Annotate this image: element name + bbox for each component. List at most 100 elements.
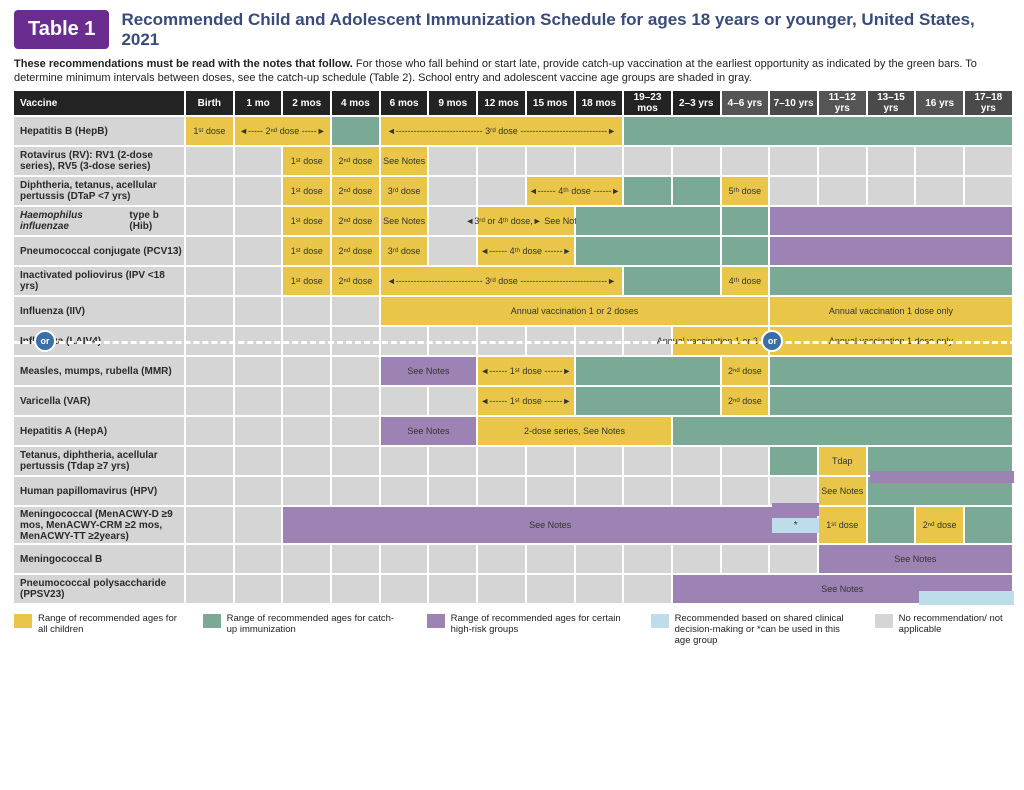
schedule-cell <box>624 177 673 205</box>
vaccine-row: Inactivated poliovirus (IPV <18 yrs)1ˢᵗ … <box>14 267 1010 297</box>
schedule-cell <box>576 387 722 415</box>
schedule-cell <box>283 545 332 573</box>
schedule-cell <box>673 147 722 175</box>
schedule-cell: 2ⁿᵈ dose <box>722 387 771 415</box>
schedule-cell <box>381 575 430 603</box>
immunization-schedule-table: VaccineBirth1 mo2 mos4 mos6 mos9 mos12 m… <box>14 91 1010 605</box>
schedule-cell <box>235 545 284 573</box>
schedule-cell: 1ˢᵗ dose <box>283 237 332 265</box>
legend-swatch <box>427 614 445 628</box>
schedule-cell <box>673 477 722 505</box>
schedule-cell: 2ⁿᵈ dose <box>332 267 381 295</box>
schedule-cell: 2-dose series, See Notes <box>478 417 673 445</box>
schedule-cell <box>235 447 284 475</box>
schedule-cell <box>235 147 284 175</box>
vaccine-label: Influenza (IIV) <box>14 297 186 325</box>
schedule-cell <box>332 477 381 505</box>
schedule-cell <box>478 575 527 603</box>
schedule-cell: See Notes <box>381 357 478 385</box>
schedule-cell <box>673 417 1014 445</box>
schedule-cell <box>770 177 819 205</box>
schedule-cell <box>429 387 478 415</box>
vaccine-row: Pneumococcal conjugate (PCV13)1ˢᵗ dose2ⁿ… <box>14 237 1010 267</box>
schedule-cell <box>332 117 381 145</box>
column-header: 13–15 yrs <box>868 91 917 115</box>
schedule-cell <box>235 237 284 265</box>
column-header: 4 mos <box>332 91 381 115</box>
schedule-cell <box>332 447 381 475</box>
schedule-cell: 2ⁿᵈ dose <box>332 147 381 175</box>
schedule-cell <box>332 297 381 325</box>
intro-text: These recommendations must be read with … <box>14 57 1010 86</box>
legend-item: Range of recommended ages for certain hi… <box>427 613 627 646</box>
schedule-cell <box>819 177 868 205</box>
schedule-cell <box>381 447 430 475</box>
schedule-cell: 4ᵗʰ dose <box>722 267 771 295</box>
vaccine-label: Meningococcal (MenACWY-D ≥9 mos, MenACWY… <box>14 507 186 543</box>
vaccine-row: Tetanus, diphtheria, acellular pertussis… <box>14 447 1010 477</box>
schedule-cell <box>624 147 673 175</box>
schedule-cell: 2ⁿᵈ dose <box>332 177 381 205</box>
vaccine-label: Hepatitis B (HepB) <box>14 117 186 145</box>
vaccine-label: Inactivated poliovirus (IPV <18 yrs) <box>14 267 186 295</box>
schedule-cell <box>429 447 478 475</box>
schedule-cell <box>235 477 284 505</box>
schedule-cell: ◄----------------------------- 3ʳᵈ dose … <box>381 267 624 295</box>
vaccine-row: Rotavirus (RV): RV1 (2-dose series), RV5… <box>14 147 1010 177</box>
schedule-cell <box>965 507 1014 543</box>
schedule-cell <box>186 575 235 603</box>
column-header: 7–10 yrs <box>770 91 819 115</box>
schedule-cell: 5ᵗʰ dose <box>722 177 771 205</box>
vaccine-label: Haemophilus influenzae type b (Hib) <box>14 207 186 235</box>
schedule-cell <box>186 147 235 175</box>
column-header: 1 mo <box>235 91 284 115</box>
schedule-cell <box>722 207 771 235</box>
column-header: 9 mos <box>429 91 478 115</box>
vaccine-row: Varicella (VAR)◄------ 1ˢᵗ dose ------►2… <box>14 387 1010 417</box>
legend-label: Recommended based on shared clinical dec… <box>675 613 851 646</box>
column-header: 6 mos <box>381 91 430 115</box>
schedule-cell <box>527 447 576 475</box>
vaccine-row: Hepatitis B (HepB)1ˢᵗ dose◄----- 2ⁿᵈ dos… <box>14 117 1010 147</box>
schedule-cell <box>527 575 576 603</box>
schedule-cell <box>186 417 235 445</box>
schedule-cell <box>186 545 235 573</box>
schedule-cell <box>186 207 235 235</box>
schedule-cell <box>235 507 284 543</box>
schedule-cell <box>673 447 722 475</box>
schedule-cell <box>722 477 771 505</box>
schedule-cell <box>235 357 284 385</box>
schedule-cell <box>527 147 576 175</box>
vaccine-row: Hepatitis A (HepA)See Notes2-dose series… <box>14 417 1010 447</box>
column-header: Vaccine <box>14 91 186 115</box>
schedule-cell <box>576 147 625 175</box>
vaccine-label: Pneumococcal polysaccharide (PPSV23) <box>14 575 186 603</box>
schedule-cell <box>381 545 430 573</box>
schedule-cell <box>283 477 332 505</box>
schedule-cell <box>283 417 332 445</box>
column-header: 18 mos <box>576 91 625 115</box>
hpv-purple-overlay <box>772 503 819 516</box>
schedule-cell: See Notes <box>819 545 1014 573</box>
schedule-cell <box>770 447 819 475</box>
schedule-cell: ◄------ 4ᵗʰ dose ------► <box>478 237 575 265</box>
schedule-cell <box>770 237 1013 265</box>
legend-label: Range of recommended ages for catch-up i… <box>227 613 403 635</box>
schedule-cell: ◄------ 4ᵗʰ dose ------► <box>527 177 624 205</box>
schedule-cell <box>429 177 478 205</box>
schedule-cell <box>235 387 284 415</box>
schedule-cell <box>722 147 771 175</box>
table-badge: Table 1 <box>14 10 109 49</box>
schedule-cell: ◄------ 1ˢᵗ dose ------► <box>478 357 575 385</box>
schedule-cell <box>186 237 235 265</box>
schedule-cell <box>673 545 722 573</box>
schedule-cell: 2ⁿᵈ dose <box>916 507 965 543</box>
legend-label: No recommendation/ not applicable <box>899 613 1010 635</box>
schedule-cell <box>576 477 625 505</box>
schedule-cell <box>868 147 917 175</box>
legend-swatch <box>14 614 32 628</box>
schedule-cell: See Notes <box>819 477 868 505</box>
legend-label: Range of recommended ages for certain hi… <box>451 613 627 635</box>
schedule-cell <box>235 177 284 205</box>
schedule-cell <box>624 117 1014 145</box>
